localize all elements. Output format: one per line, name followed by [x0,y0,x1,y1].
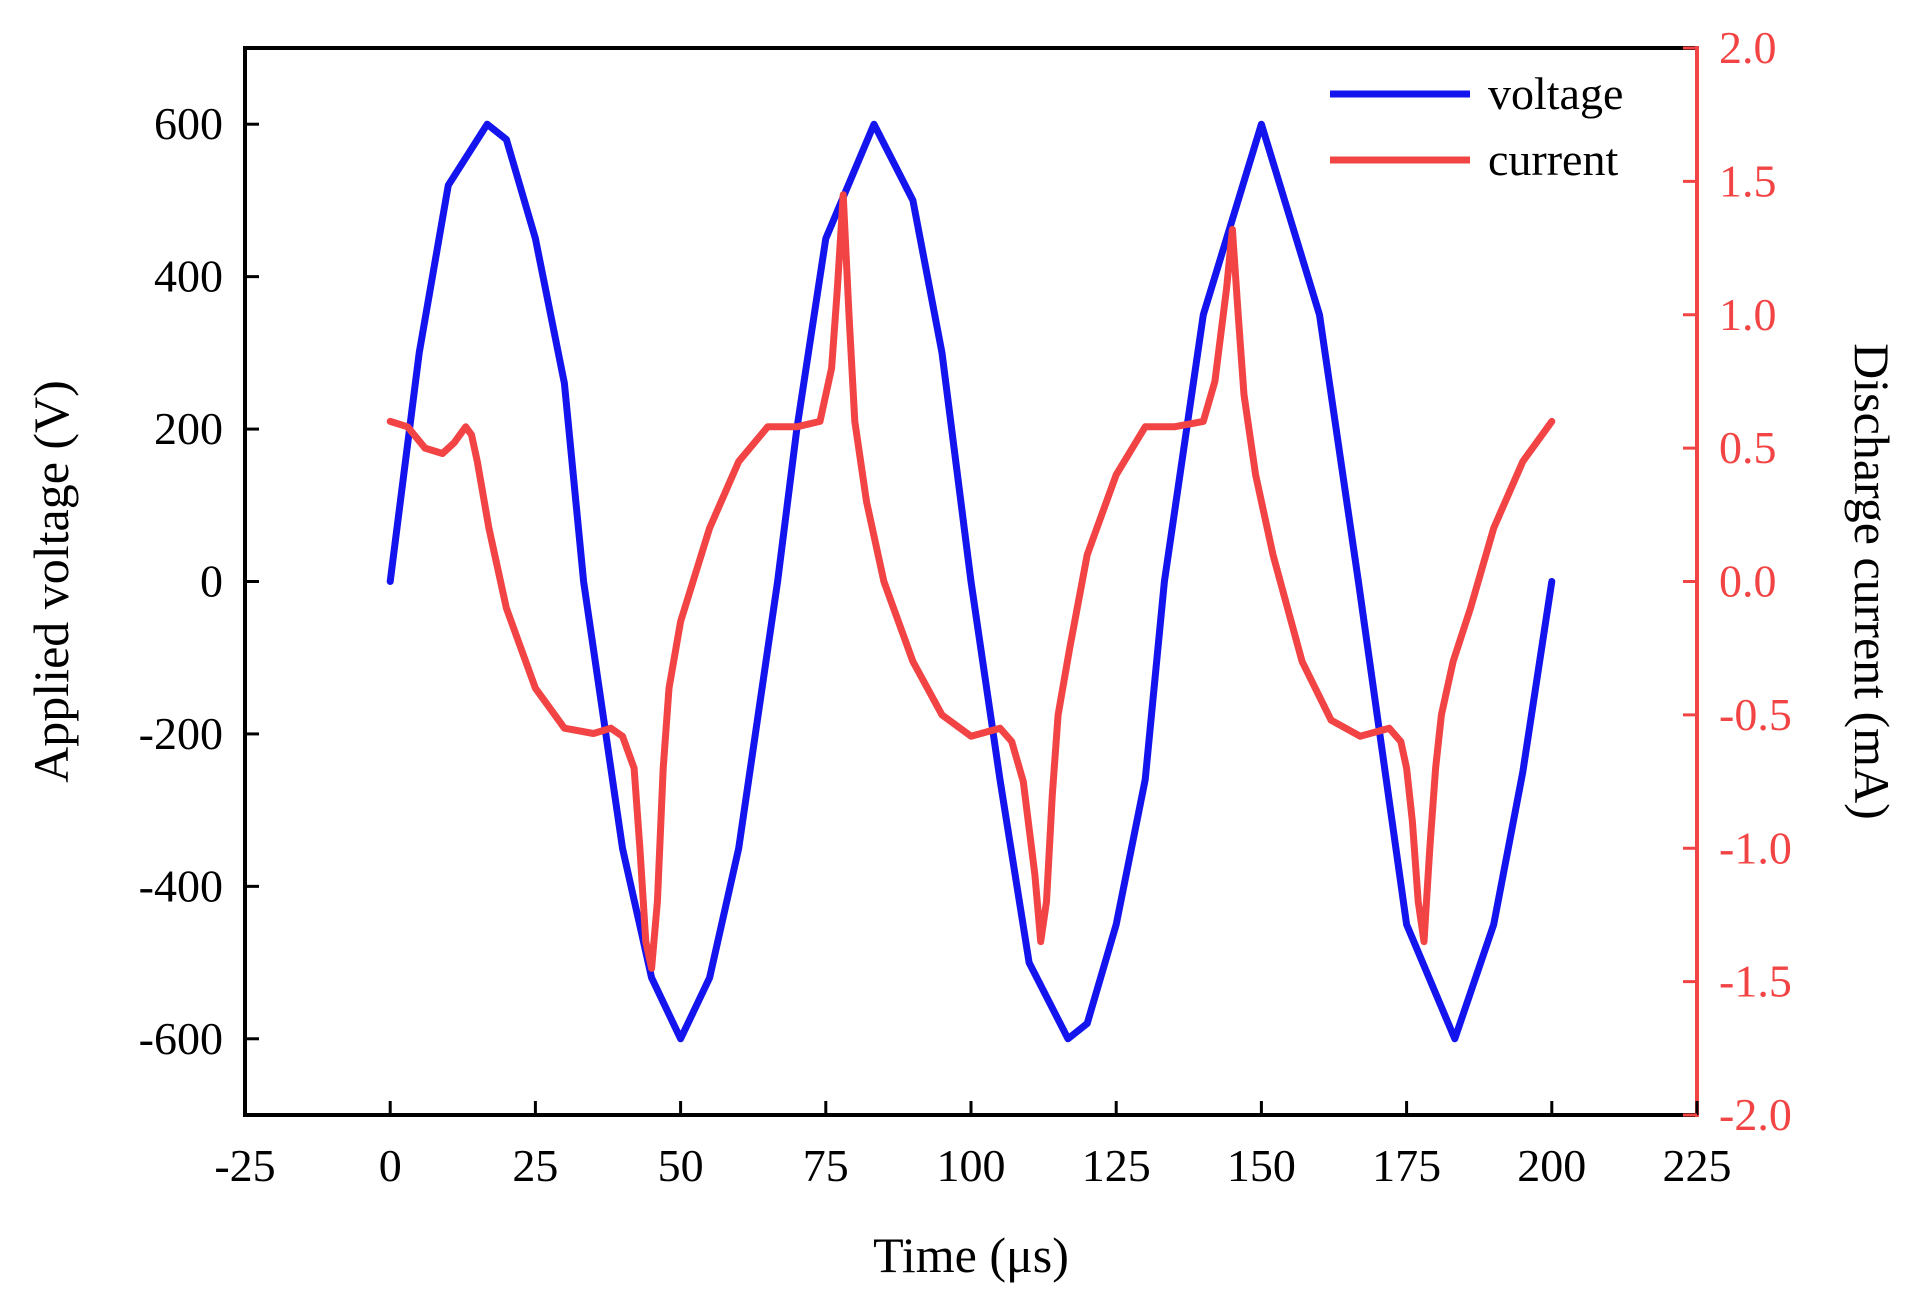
x-tick-label: 100 [937,1140,1006,1191]
left-tick-label: 600 [154,98,223,149]
legend-label-current: current [1488,134,1618,185]
x-tick-label: 25 [512,1140,558,1191]
x-axis-title: Time (μs) [873,1227,1069,1283]
x-tick-label: -25 [214,1140,275,1191]
right-axis-title: Discharge current (mA) [1844,343,1900,820]
right-tick-label: -1.0 [1719,822,1792,873]
series-layer [386,120,1556,1043]
series-line-current [386,191,1556,972]
x-tick-label: 125 [1082,1140,1151,1191]
right-tick-label: 2.0 [1719,22,1777,73]
right-tick-label: -0.5 [1719,689,1792,740]
left-axis-ticks: -600 -400 -200 0 200 400 600 [139,98,259,1064]
legend: voltage current [1330,68,1623,185]
x-axis-ticks: -25 0 25 50 75 100 125 150 175 200 225 [214,1101,1732,1191]
right-tick-label: 1.0 [1719,289,1777,340]
x-tick-label: 225 [1663,1140,1732,1191]
x-tick-label: 150 [1227,1140,1296,1191]
right-tick-label: 0.0 [1719,556,1777,607]
right-tick-label: -2.0 [1719,1089,1792,1140]
left-tick-label: -200 [139,708,223,759]
left-tick-label: 0 [200,556,223,607]
left-tick-label: -400 [139,860,223,911]
series-line-voltage [386,120,1556,1043]
x-tick-label: 50 [658,1140,704,1191]
legend-label-voltage: voltage [1488,68,1623,119]
x-tick-label: 175 [1372,1140,1441,1191]
left-tick-label: -600 [139,1013,223,1064]
right-tick-label: 1.5 [1719,155,1777,206]
right-axis-ticks: -2.0 -1.5 -1.0 -0.5 0.0 0.5 1.0 1.5 2.0 [1683,22,1792,1140]
x-tick-label: 0 [379,1140,402,1191]
left-tick-label: 200 [154,403,223,454]
left-tick-label: 400 [154,251,223,302]
right-tick-label: -1.5 [1719,956,1792,1007]
right-tick-label: 0.5 [1719,422,1777,473]
x-tick-label: 75 [803,1140,849,1191]
left-axis-title: Applied voltage (V) [23,380,79,783]
x-tick-label: 200 [1517,1140,1586,1191]
